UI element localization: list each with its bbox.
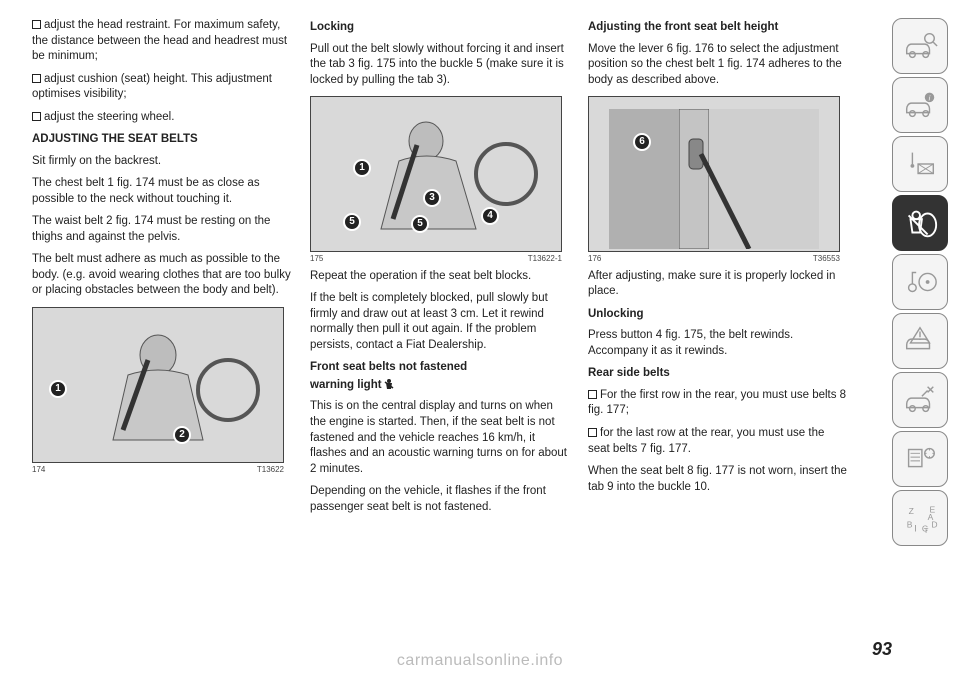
- figure-caption: 175 T13622-1: [310, 254, 562, 265]
- text: warning light: [310, 379, 382, 391]
- fig-code: T13622-1: [528, 254, 562, 265]
- para: After adjusting, make sure it is properl…: [588, 269, 848, 300]
- fig-num: 175: [310, 254, 323, 265]
- callout: 3: [423, 189, 441, 207]
- seat-illustration-icon: [331, 109, 541, 249]
- figure-174: 1 2 174 T13622: [32, 307, 284, 476]
- tile-safety-icon: [892, 195, 948, 251]
- para: The chest belt 1 fig. 174 must be as clo…: [32, 176, 292, 207]
- figure-image: 6: [588, 96, 840, 252]
- checkbox-icon: [32, 112, 41, 121]
- para: adjust the steering wheel.: [32, 110, 292, 126]
- fig-num: 174: [32, 465, 45, 476]
- para: This is on the central display and turns…: [310, 399, 570, 477]
- tile-warning-icon: [892, 313, 948, 369]
- heading: warning light: [310, 378, 570, 394]
- text: for the last row at the rear, you must u…: [588, 427, 824, 455]
- figure-176: 6 176 T36553: [588, 96, 840, 265]
- fig-code: T36553: [813, 254, 840, 265]
- figure-image: 1 3 4 5 5: [310, 96, 562, 252]
- checkbox-icon: [588, 428, 597, 437]
- tile-car-search-icon: [892, 18, 948, 74]
- heading: Front seat belts not fastened: [310, 360, 570, 376]
- para: Repeat the operation if the seat belt bl…: [310, 269, 570, 285]
- svg-text:Z: Z: [909, 506, 914, 516]
- heading: Unlocking: [588, 307, 848, 323]
- para: Press button 4 fig. 175, the belt rewind…: [588, 328, 848, 359]
- tile-index-icon: ZEBADICT: [892, 490, 948, 546]
- checkbox-icon: [32, 74, 41, 83]
- heading: Locking: [310, 20, 570, 36]
- heading: Adjusting the front seat belt height: [588, 20, 848, 36]
- checkbox-icon: [32, 20, 41, 29]
- text: adjust the steering wheel.: [44, 111, 174, 123]
- para: adjust the head restraint. For maximum s…: [32, 18, 292, 65]
- checkbox-icon: [588, 390, 597, 399]
- page-content: adjust the head restraint. For maximum s…: [0, 0, 960, 558]
- para: for the last row at the rear, you must u…: [588, 426, 848, 457]
- svg-text:D: D: [931, 520, 937, 530]
- callout: 2: [173, 426, 191, 444]
- para: The belt must adhere as much as possible…: [32, 252, 292, 299]
- figure-image: 1 2: [32, 307, 284, 463]
- column-1: adjust the head restraint. For maximum s…: [32, 18, 292, 546]
- figure-caption: 176 T36553: [588, 254, 840, 265]
- callout: 1: [353, 159, 371, 177]
- para: adjust cushion (seat) height. This adjus…: [32, 72, 292, 103]
- tile-service-icon: [892, 372, 948, 428]
- text: adjust the head restraint. For maximum s…: [32, 19, 287, 62]
- watermark: carmanualsonline.info: [397, 652, 563, 670]
- callout: 1: [49, 380, 67, 398]
- text: For the first row in the rear, you must …: [588, 389, 846, 417]
- para: The waist belt 2 fig. 174 must be restin…: [32, 214, 292, 245]
- seatbelt-warning-icon: [382, 378, 396, 390]
- callout: 6: [633, 133, 651, 151]
- para: Pull out the belt slowly without forcing…: [310, 42, 570, 89]
- para: Move the lever 6 fig. 176 to select the …: [588, 42, 848, 89]
- text: adjust cushion (seat) height. This adjus…: [32, 73, 272, 101]
- tile-lights-icon: [892, 136, 948, 192]
- column-2: Locking Pull out the belt slowly without…: [310, 18, 570, 546]
- column-3: Adjusting the front seat belt height Mov…: [588, 18, 848, 546]
- heading: ADJUSTING THE SEAT BELTS: [32, 132, 292, 148]
- svg-text:B: B: [907, 520, 913, 530]
- callout: 5: [411, 215, 429, 233]
- callout: 4: [481, 207, 499, 225]
- para: Depending on the vehicle, it flashes if …: [310, 484, 570, 515]
- tile-key-wheel-icon: [892, 254, 948, 310]
- page-number: 93: [872, 639, 892, 660]
- pillar-illustration-icon: [609, 109, 819, 249]
- heading: Rear side belts: [588, 366, 848, 382]
- figure-caption: 174 T13622: [32, 465, 284, 476]
- para: If the belt is completely blocked, pull …: [310, 291, 570, 353]
- figure-175: 1 3 4 5 5 175 T13622-1: [310, 96, 562, 265]
- seat-illustration-icon: [53, 320, 263, 460]
- para: Sit firmly on the backrest.: [32, 154, 292, 170]
- callout: 5: [343, 213, 361, 231]
- svg-text:I: I: [914, 523, 917, 534]
- tile-specs-icon: [892, 431, 948, 487]
- section-sidebar: i ZEBADICT: [892, 18, 948, 546]
- para: For the first row in the rear, you must …: [588, 388, 848, 419]
- svg-text:T: T: [924, 526, 929, 535]
- fig-num: 176: [588, 254, 601, 265]
- tile-car-info-icon: i: [892, 77, 948, 133]
- fig-code: T13622: [257, 465, 284, 476]
- para: When the seat belt 8 fig. 177 is not wor…: [588, 464, 848, 495]
